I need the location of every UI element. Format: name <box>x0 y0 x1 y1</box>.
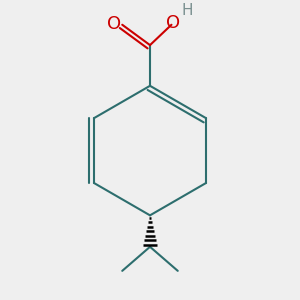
Text: O: O <box>166 14 180 32</box>
Text: H: H <box>181 3 193 18</box>
Text: O: O <box>107 15 121 33</box>
